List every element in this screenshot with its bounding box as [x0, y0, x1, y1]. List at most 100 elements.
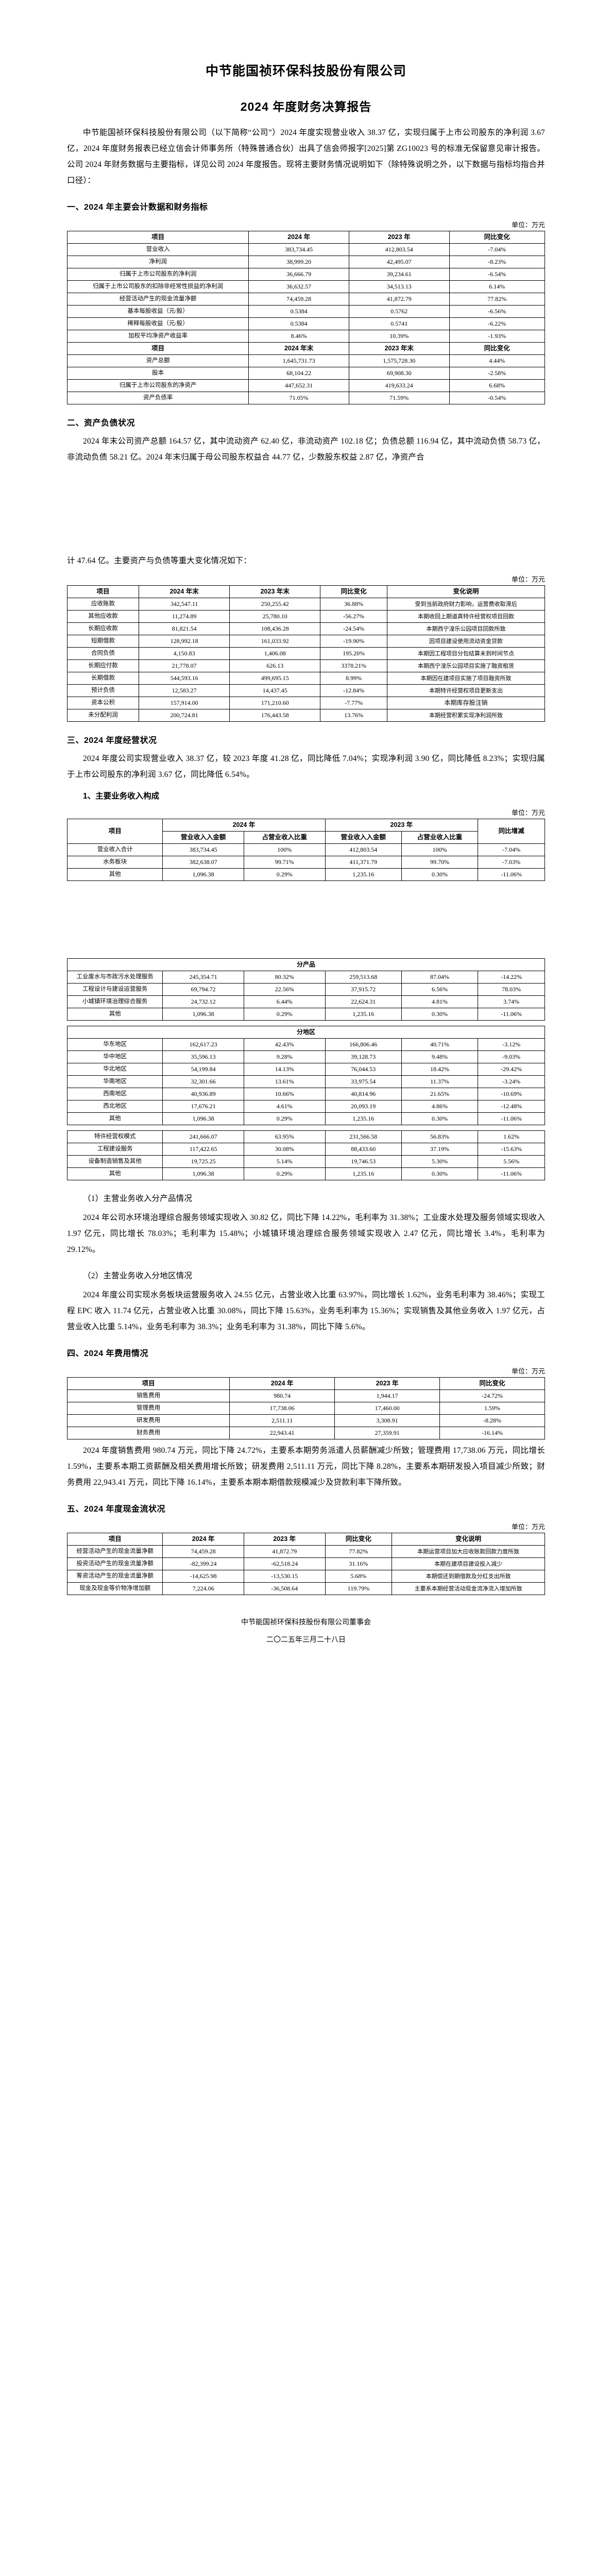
section3-product-title-body: 分产品	[67, 958, 545, 971]
row-value: 3,308.91	[334, 1414, 440, 1427]
row-label: 华中地区	[66, 1050, 163, 1063]
col-explanation: 变化说明	[392, 1533, 545, 1546]
section1-rows2-body: 资产总额 1,645,731.73 1,575,728.30 4.44% 股本 68,10…	[66, 354, 546, 404]
row-value: 4,150.83	[139, 647, 230, 660]
cash-flow-table: 项目 2024 年 2023 年 同比变化 变化说明 经营活动产生的现金流量净额…	[66, 1533, 545, 1595]
row-value: 38,999.20	[248, 256, 349, 268]
row-label: 短期借款	[66, 635, 140, 648]
row-value: -6.56%	[449, 305, 546, 318]
region-section-title: 分地区	[67, 1026, 545, 1039]
row-value: 0.30%	[401, 1112, 479, 1125]
row-label: 特许经营权模式	[66, 1130, 163, 1143]
row-value: 447,652.31	[248, 379, 349, 392]
row-value: 22,943.41	[229, 1427, 335, 1439]
table-row: 稀释每股收益（元/股） 0.5384 0.5741 -6.22%	[66, 317, 546, 330]
row-value: 63.95%	[243, 1130, 326, 1143]
row-value: 544,593.16	[139, 672, 230, 685]
table-row: 归属于上市公司股东的净资产 447,652.31 419,633.24 6.68%	[66, 379, 546, 392]
row-explanation: 主要系本期经营活动现金流净流入增加所致	[392, 1582, 545, 1595]
expense-table: 项目 2024 年 2023 年 同比变化 销售费用 980.74 1,944.17…	[66, 1377, 545, 1439]
row-value: 12,583.27	[139, 684, 230, 697]
row-value: 171,210.60	[229, 697, 321, 709]
table-row: 应收账款 342,547.11 250,255.42 36.88% 受到当前政府财力影响…	[66, 598, 545, 611]
row-value: 9.48%	[401, 1050, 479, 1063]
row-value: 0.5384	[248, 317, 349, 330]
row-explanation: 本期西宁湟乐公园项目回款所致	[387, 622, 545, 635]
row-value: 6.68%	[449, 379, 546, 392]
section3-sub1-rows-body: 营业收入合计 383,734.45 100% 412,803.54 100% -7.04%…	[66, 843, 545, 881]
table-row: 其他 1,096.38 0.29% 1,235.16 0.30% -11.06%	[66, 1167, 545, 1180]
col-2024-end: 2024 年末	[139, 585, 230, 598]
table-row: 筹资活动产生的现金流量净额 -14,625.98 -13,530.15 5.68% 本期…	[66, 1570, 545, 1583]
company-name: 中节能国祯环保科技股份有限公司	[205, 64, 406, 78]
section-3-sub-1-unit: 单位：万元	[511, 809, 545, 817]
col-2024: 2024 年	[229, 1377, 335, 1390]
table-row: 西北地区 17,676.21 4.61% 20,093.19 4.86% -12.48%	[66, 1100, 545, 1113]
table-row: 合同负债 4,150.83 1,406.08 195.20% 本期因工程项目分包结算未到…	[66, 647, 545, 660]
row-label: 华东地区	[66, 1038, 163, 1051]
row-value: 128,992.18	[139, 635, 230, 648]
row-label: 归属于上市公司股东的净利润	[66, 268, 249, 281]
table-row: 经营活动产生的现金流量净额 74,459.28 41,872.79 77.82% 本期运…	[66, 1545, 545, 1558]
main-financial-indicators-table: 项目 2024 年 2023 年 同比变化 营业收入 383,734.45 412,…	[66, 231, 546, 404]
page-break-1	[0, 465, 612, 543]
row-value: -11.06%	[478, 868, 545, 881]
row-value: -11.06%	[478, 1008, 545, 1021]
row-explanation: 本期特许经营权项目更新支出	[387, 684, 545, 697]
row-value: 11.37%	[401, 1075, 479, 1088]
row-value: 36,666.79	[248, 268, 349, 281]
row-value: 4.44%	[449, 354, 546, 367]
row-value: 3378.21%	[320, 659, 388, 672]
section-3-paragraph-1: 2024 年度公司实现营业收入 38.37 亿，较 2023 年度 41.28 …	[67, 754, 545, 779]
table-row: 工程建设服务 117,422.65 30.08% 88,433.60 37.19% -15…	[66, 1143, 545, 1156]
row-value: -3.12%	[478, 1038, 545, 1051]
table-row: 资产总额 1,645,731.73 1,575,728.30 4.44%	[66, 354, 546, 367]
row-label: 华北地区	[66, 1063, 163, 1076]
row-value: 383,734.45	[162, 843, 244, 856]
row-value: -11.06%	[478, 1167, 545, 1180]
section-3-heading: 三、2024 年度经营状况	[67, 736, 157, 745]
row-explanation: 受到当前政府财力影响，运营费收取滞后	[387, 598, 545, 611]
row-value: 1,235.16	[325, 1167, 402, 1180]
section-5-unit: 单位：万元	[511, 1523, 545, 1531]
row-value: 99.71%	[243, 856, 326, 869]
col-yoy: 同比变化	[439, 1377, 545, 1390]
row-value: 4.81%	[401, 995, 479, 1008]
row-label: 合同负债	[66, 647, 140, 660]
row-value: -7.04%	[449, 243, 546, 256]
row-label: 归属于上市公司股东的净资产	[66, 379, 249, 392]
intro-paragraph: 中节能国祯环保科技股份有限公司（以下简称“公司”）2024 年度实现营业收入 3…	[67, 128, 545, 185]
row-value: 80.32%	[243, 971, 326, 984]
row-value: -62,518.24	[243, 1557, 326, 1570]
row-explanation: 本期收回上期道真特许经营权项目回款	[387, 610, 545, 623]
table-group-header-row: 项目 2024 年 2023 年 同比增减	[66, 819, 545, 844]
row-value: 411,371.79	[325, 856, 402, 869]
col-explanation: 变化说明	[387, 585, 545, 598]
col-share-2024: 占营业收入比重	[243, 831, 326, 844]
section-4-unit: 单位：万元	[511, 1367, 545, 1375]
row-value: 8.99%	[320, 672, 388, 685]
row-value: 5.56%	[478, 1155, 545, 1168]
col-amount-2023: 营业收入入金额	[325, 831, 402, 844]
row-value: -10.69%	[478, 1088, 545, 1100]
table-row: 财务费用 22,943.41 27,359.91 -16.14%	[66, 1427, 545, 1439]
col-yoy: 同比变化	[320, 585, 388, 598]
table-row: 基本每股收益（元/股） 0.5384 0.5762 -6.56%	[66, 305, 546, 318]
row-value: -15.63%	[478, 1143, 545, 1156]
section5-rows-body: 经营活动产生的现金流量净额 74,459.28 41,872.79 77.82% 本期运…	[66, 1545, 545, 1595]
revenue-by-product-table: 分产品 工业废水与市政污水处理服务 245,354.71 80.32% 259,513…	[66, 958, 545, 1021]
table-row: 归属于上市公司股东的扣除非经常性损益的净利润 36,632.57 34,513.13…	[66, 280, 546, 293]
row-value: 0.30%	[401, 1008, 479, 1021]
row-value: 162,617.23	[162, 1038, 244, 1051]
section-3-breakdowns: 分产品 工业废水与市政污水处理服务 245,354.71 80.32% 259,513…	[0, 958, 612, 1663]
row-value: 5.68%	[325, 1570, 393, 1583]
row-value: 241,666.07	[162, 1130, 244, 1143]
row-value: -82,399.24	[162, 1557, 244, 1570]
section-5-heading: 五、2024 年度现金流状况	[67, 1505, 166, 1514]
col-yoy: 同比变化	[449, 231, 546, 244]
row-value: 626.13	[229, 659, 321, 672]
group-2023: 2023 年	[325, 819, 479, 832]
row-value: 74,459.28	[248, 293, 349, 306]
row-value: 40,814.96	[325, 1088, 402, 1100]
section-3-note-1-heading: （1）主营业务收入分产品情况	[83, 1194, 193, 1203]
